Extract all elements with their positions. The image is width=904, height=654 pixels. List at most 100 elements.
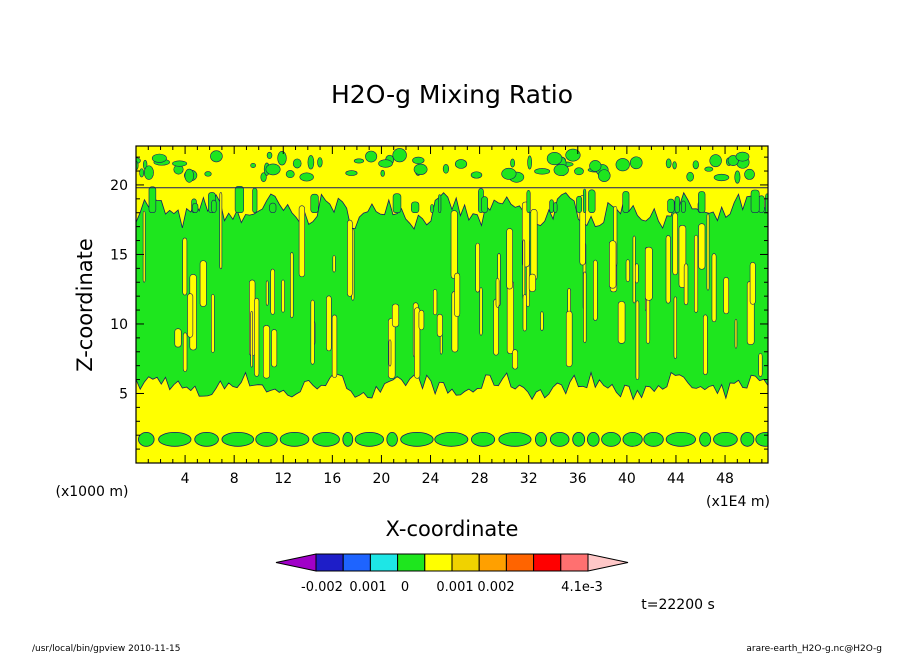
upper-moist-blob	[713, 173, 730, 182]
dry-streak	[540, 311, 544, 331]
dry-streak	[672, 212, 678, 276]
x-tick-label: 12	[274, 471, 292, 487]
upper-moist-blob	[412, 156, 425, 165]
colorbar-low-arrow	[275, 553, 317, 572]
dry-streak	[414, 307, 421, 379]
dry-streak	[310, 299, 315, 365]
upper-moist-blob	[454, 159, 468, 169]
x-tick-label: 16	[323, 471, 341, 487]
colorbar-tick-label: -0.002	[301, 580, 343, 595]
upper-moist-blob	[204, 171, 212, 177]
upper-moist-blob	[597, 169, 611, 182]
lower-moist-blob	[643, 432, 664, 447]
moist-streak	[588, 189, 596, 214]
lower-moist-blob	[255, 432, 278, 447]
upper-moist-blob	[665, 158, 672, 169]
upper-moist-blob	[365, 150, 378, 163]
lower-moist-blob	[400, 432, 434, 447]
lower-moist-blob	[279, 432, 310, 447]
moist-streak	[411, 201, 420, 214]
colorbar-tick-label: 0.002	[477, 580, 514, 595]
dry-streak	[182, 237, 188, 296]
dry-streak	[683, 263, 689, 306]
dry-streak	[698, 223, 706, 270]
dry-streak	[565, 310, 573, 368]
dry-streak	[281, 279, 285, 313]
lower-moist-blob	[221, 432, 255, 447]
upper-moist-blob	[692, 160, 699, 170]
y-axis: 5 10 15 20	[110, 156, 768, 450]
dry-streak	[758, 353, 763, 377]
dry-streak	[332, 255, 336, 273]
moist-streak	[583, 188, 587, 214]
upper-moist-blob	[709, 154, 722, 168]
lower-moist-blob	[194, 432, 219, 447]
dry-streak	[530, 208, 538, 281]
lower-moist-blob	[699, 432, 712, 447]
moist-streak	[269, 202, 277, 214]
x-axis: 4 8 12 16 20 24 28 32 36 40 44 48	[147, 146, 763, 487]
colorbar-segment	[533, 553, 562, 572]
lower-moist-blob	[713, 432, 738, 447]
upper-moist-blob	[629, 156, 643, 170]
dry-streak	[418, 309, 425, 331]
x-tick-label: 24	[422, 471, 440, 487]
dry-streak	[298, 205, 305, 278]
dry-streak	[433, 289, 438, 316]
x-tick-label: 8	[230, 471, 239, 487]
dry-streak	[706, 213, 710, 291]
dry-streak	[290, 252, 294, 319]
dry-streak	[635, 300, 640, 380]
dry-streak	[479, 287, 483, 336]
upper-moist-blob	[277, 151, 287, 166]
upper-moist-blob	[534, 168, 551, 175]
dry-streak	[182, 332, 188, 372]
upper-moist-blob	[615, 158, 630, 172]
dry-streak	[250, 310, 253, 368]
dry-streak	[711, 253, 717, 323]
footer-right: arare-earth_H2O-g.nc@H2O-g	[746, 644, 882, 654]
dry-streak	[734, 318, 738, 349]
x-tick-label: 4	[181, 471, 190, 487]
colorbar-tick-label: 4.1e-3	[561, 580, 603, 595]
dry-streak	[439, 333, 443, 355]
moist-streak	[392, 193, 402, 214]
moist-streak	[553, 202, 558, 214]
moist-streak	[148, 186, 157, 214]
colorbar-segment	[478, 553, 507, 572]
dry-streak	[644, 246, 653, 301]
dry-streak	[475, 242, 480, 293]
y-tick-label: 10	[110, 317, 128, 333]
dry-streak	[625, 259, 630, 282]
moist-streak	[430, 204, 434, 214]
colorbar-segment	[424, 553, 453, 572]
y-axis-label: Z-coordinate	[73, 238, 97, 372]
moist-streak	[526, 190, 531, 214]
upper-moist-blob	[317, 157, 323, 168]
dry-streak	[254, 297, 260, 377]
upper-moist-blob	[172, 160, 188, 167]
dry-streak	[271, 329, 278, 368]
lower-moist-blob	[572, 432, 586, 447]
dry-streak	[495, 278, 500, 308]
dry-streak	[388, 339, 392, 367]
dry-streak	[609, 240, 617, 289]
colorbar-segment	[342, 553, 371, 572]
upper-moist-blob	[686, 171, 694, 182]
dry-streak	[219, 192, 223, 270]
colorbar: -0.002 0.001 0 0.001 0.002 4.1e-3	[275, 553, 629, 595]
dry-streak	[617, 301, 626, 344]
upper-moist-blob	[184, 168, 195, 183]
upper-moist-blob	[265, 163, 281, 176]
dry-streak	[749, 262, 756, 305]
upper-moist-blob	[210, 150, 223, 163]
upper-moist-blob	[574, 167, 584, 176]
colorbar-segment	[397, 553, 426, 572]
colorbar-segment	[369, 553, 399, 572]
dry-streak	[506, 228, 513, 290]
dry-streak	[270, 268, 275, 315]
upper-moist-blob	[734, 170, 741, 184]
moist-streak	[680, 200, 686, 214]
upper-moist-blob	[565, 148, 581, 162]
